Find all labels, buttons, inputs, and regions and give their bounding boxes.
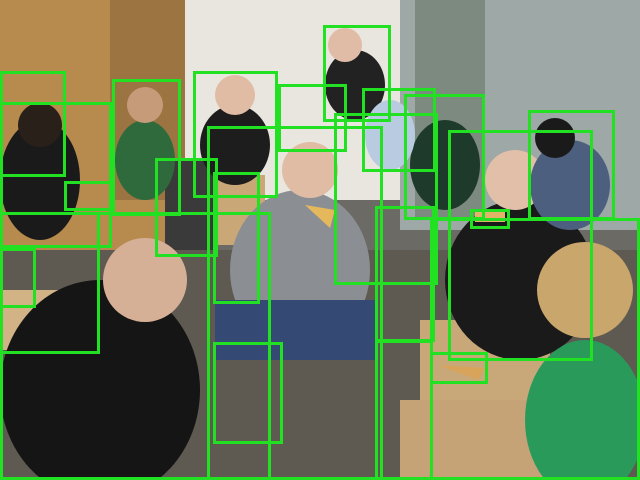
scene-background [0,0,640,480]
photo-scene [0,0,640,480]
